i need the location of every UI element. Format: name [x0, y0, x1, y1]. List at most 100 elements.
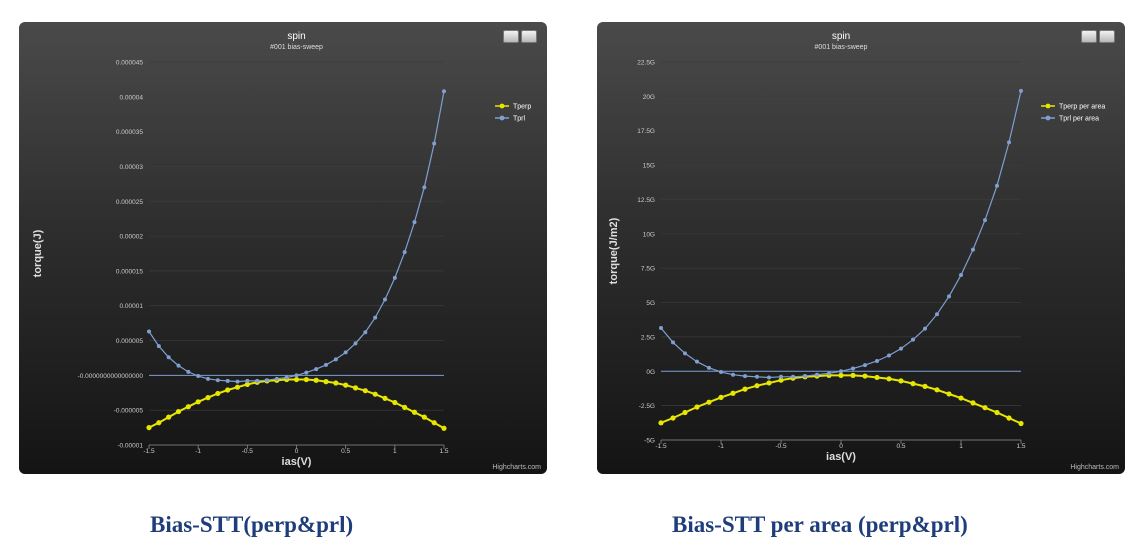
data-point — [659, 325, 663, 330]
y-tick-label: 0.000015 — [116, 268, 143, 275]
data-point — [1018, 420, 1024, 427]
data-point — [382, 395, 388, 401]
y-tick-label: 20G — [643, 94, 655, 101]
data-point — [1019, 88, 1023, 93]
data-point — [754, 383, 760, 389]
x-axis-title: ias(V) — [826, 451, 856, 463]
credits[interactable]: Highcharts.com — [492, 464, 541, 471]
data-point — [731, 372, 735, 377]
x-tick-label: -1 — [195, 448, 201, 455]
data-point — [886, 376, 892, 382]
data-point — [838, 372, 844, 378]
data-point — [402, 404, 408, 410]
data-point — [185, 404, 191, 410]
y-tick-label: 0.000025 — [116, 199, 143, 206]
data-point — [803, 374, 807, 379]
data-point — [730, 390, 736, 396]
legend-marker — [1045, 103, 1051, 109]
data-point — [313, 377, 319, 383]
chart-subtitle: #001 bias-sweep — [815, 44, 868, 51]
data-point — [225, 387, 231, 393]
legend-label: Tperp per area — [1059, 104, 1105, 111]
data-point — [304, 370, 309, 375]
data-point — [235, 379, 240, 384]
data-point — [432, 141, 437, 146]
caption-left: Bias-STT(perp&prl) — [150, 512, 354, 537]
data-point — [682, 409, 688, 416]
y-tick-label: 0G — [646, 369, 655, 376]
export-button[interactable] — [521, 30, 537, 43]
data-point — [372, 391, 378, 397]
data-point — [431, 420, 437, 426]
data-point — [982, 405, 988, 411]
chart-subtitle: #001 bias-sweep — [270, 44, 323, 51]
x-tick-label: 0 — [295, 448, 299, 455]
data-point — [815, 372, 819, 377]
legend-label: Tperp — [513, 104, 531, 111]
y-tick-label: -0.00001 — [117, 443, 143, 450]
data-point — [683, 351, 687, 356]
data-point — [850, 372, 856, 378]
y-tick-label: 0.000035 — [116, 129, 143, 136]
export-button[interactable] — [1099, 30, 1115, 43]
data-point — [383, 297, 387, 302]
chart-title: spin — [832, 31, 850, 42]
y-tick-label: 15G — [643, 163, 655, 170]
torque-per-area-chart: spin #001 bias-sweep -5G -2.5G 0G 2.5G 5G 7.5G 1… — [608, 31, 1105, 463]
data-point — [156, 420, 162, 426]
data-point — [245, 378, 250, 383]
y-tick-label: 17.5G — [637, 128, 655, 135]
data-point — [392, 399, 398, 406]
data-point — [146, 424, 152, 431]
data-point — [911, 337, 915, 342]
data-point — [421, 414, 427, 420]
data-point — [778, 377, 784, 383]
series-line-tperp-per-area — [660, 374, 1022, 425]
chart-panel-right: spin #001 bias-sweep -5G -2.5G 0G 2.5G 5G 7.5G 1… — [597, 22, 1125, 474]
data-point — [323, 379, 329, 385]
data-point — [234, 384, 241, 390]
data-point — [441, 425, 447, 431]
legend-marker — [499, 115, 505, 121]
legend-label: Tprl per area — [1059, 116, 1099, 123]
x-tick-label: 1.5 — [1016, 443, 1025, 450]
data-point — [392, 275, 397, 280]
y-tick-label: 10G — [643, 231, 655, 238]
y-axis-title: torque(J) — [32, 229, 44, 277]
data-point — [706, 399, 712, 405]
chart-title: spin — [287, 31, 305, 42]
data-point — [947, 294, 951, 299]
legend-label: Tprl — [513, 116, 526, 123]
x-tick-label: -1 — [718, 443, 724, 450]
y-tick-label: 0.000045 — [116, 60, 143, 67]
data-point — [402, 250, 407, 255]
data-point — [255, 378, 260, 383]
data-point — [186, 369, 191, 374]
print-button[interactable] — [503, 30, 519, 43]
y-tick-label: 12.5G — [637, 197, 655, 204]
data-point — [755, 374, 759, 379]
credits[interactable]: Highcharts.com — [1070, 464, 1119, 471]
data-point — [874, 374, 880, 381]
data-point — [791, 374, 795, 379]
y-tick-label: 0.000005 — [116, 338, 143, 345]
data-point — [206, 376, 210, 381]
chart-controls — [1081, 30, 1115, 43]
data-point — [1006, 415, 1012, 421]
data-point — [205, 395, 211, 401]
data-point — [265, 378, 269, 383]
data-point — [175, 408, 182, 415]
chart-controls — [503, 30, 537, 43]
data-point — [274, 376, 279, 381]
data-point — [875, 358, 879, 363]
torque-chart: spin #001 bias-sweep -0.00001 -0.000005 -0.0… — [32, 31, 531, 468]
print-button[interactable] — [1081, 30, 1097, 43]
x-tick-label: 1 — [959, 443, 963, 450]
data-point — [766, 380, 772, 386]
data-point — [959, 273, 963, 278]
data-point — [353, 341, 358, 346]
data-point — [333, 357, 338, 362]
caption-right: Bias-STT per area (perp&prl) — [672, 512, 968, 537]
y-tick-label: 0.00001 — [120, 303, 144, 310]
data-point — [352, 385, 359, 391]
